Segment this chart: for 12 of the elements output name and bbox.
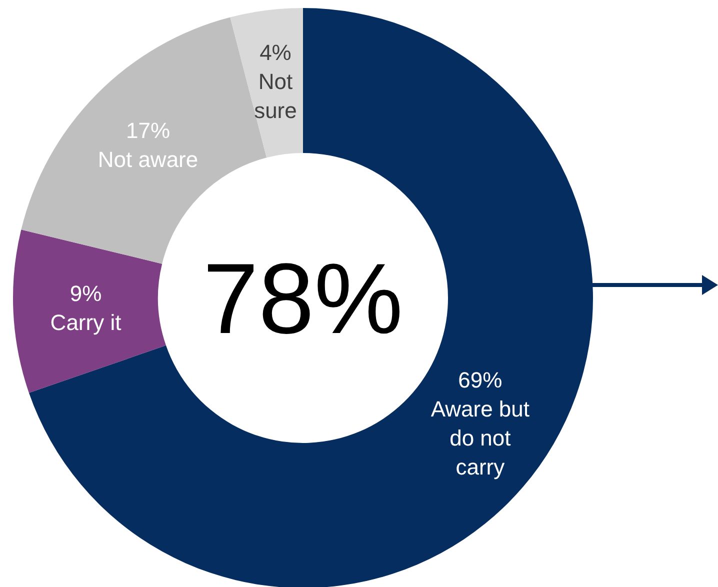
data-label: 4% [260, 40, 292, 66]
text: 78% [202, 243, 404, 355]
data-label: 69% [458, 368, 502, 393]
slice-label: Not sure [254, 69, 297, 124]
data-label: 9% [70, 280, 102, 306]
slice-label: Not aware [98, 146, 198, 172]
donut-slice [13, 230, 166, 393]
data-label: 17% [126, 118, 170, 143]
slice-label: Carry it [50, 310, 122, 335]
slice-label: Aware but do not carry [430, 396, 530, 480]
donut-slice [28, 8, 593, 587]
donut-slice [230, 8, 303, 158]
